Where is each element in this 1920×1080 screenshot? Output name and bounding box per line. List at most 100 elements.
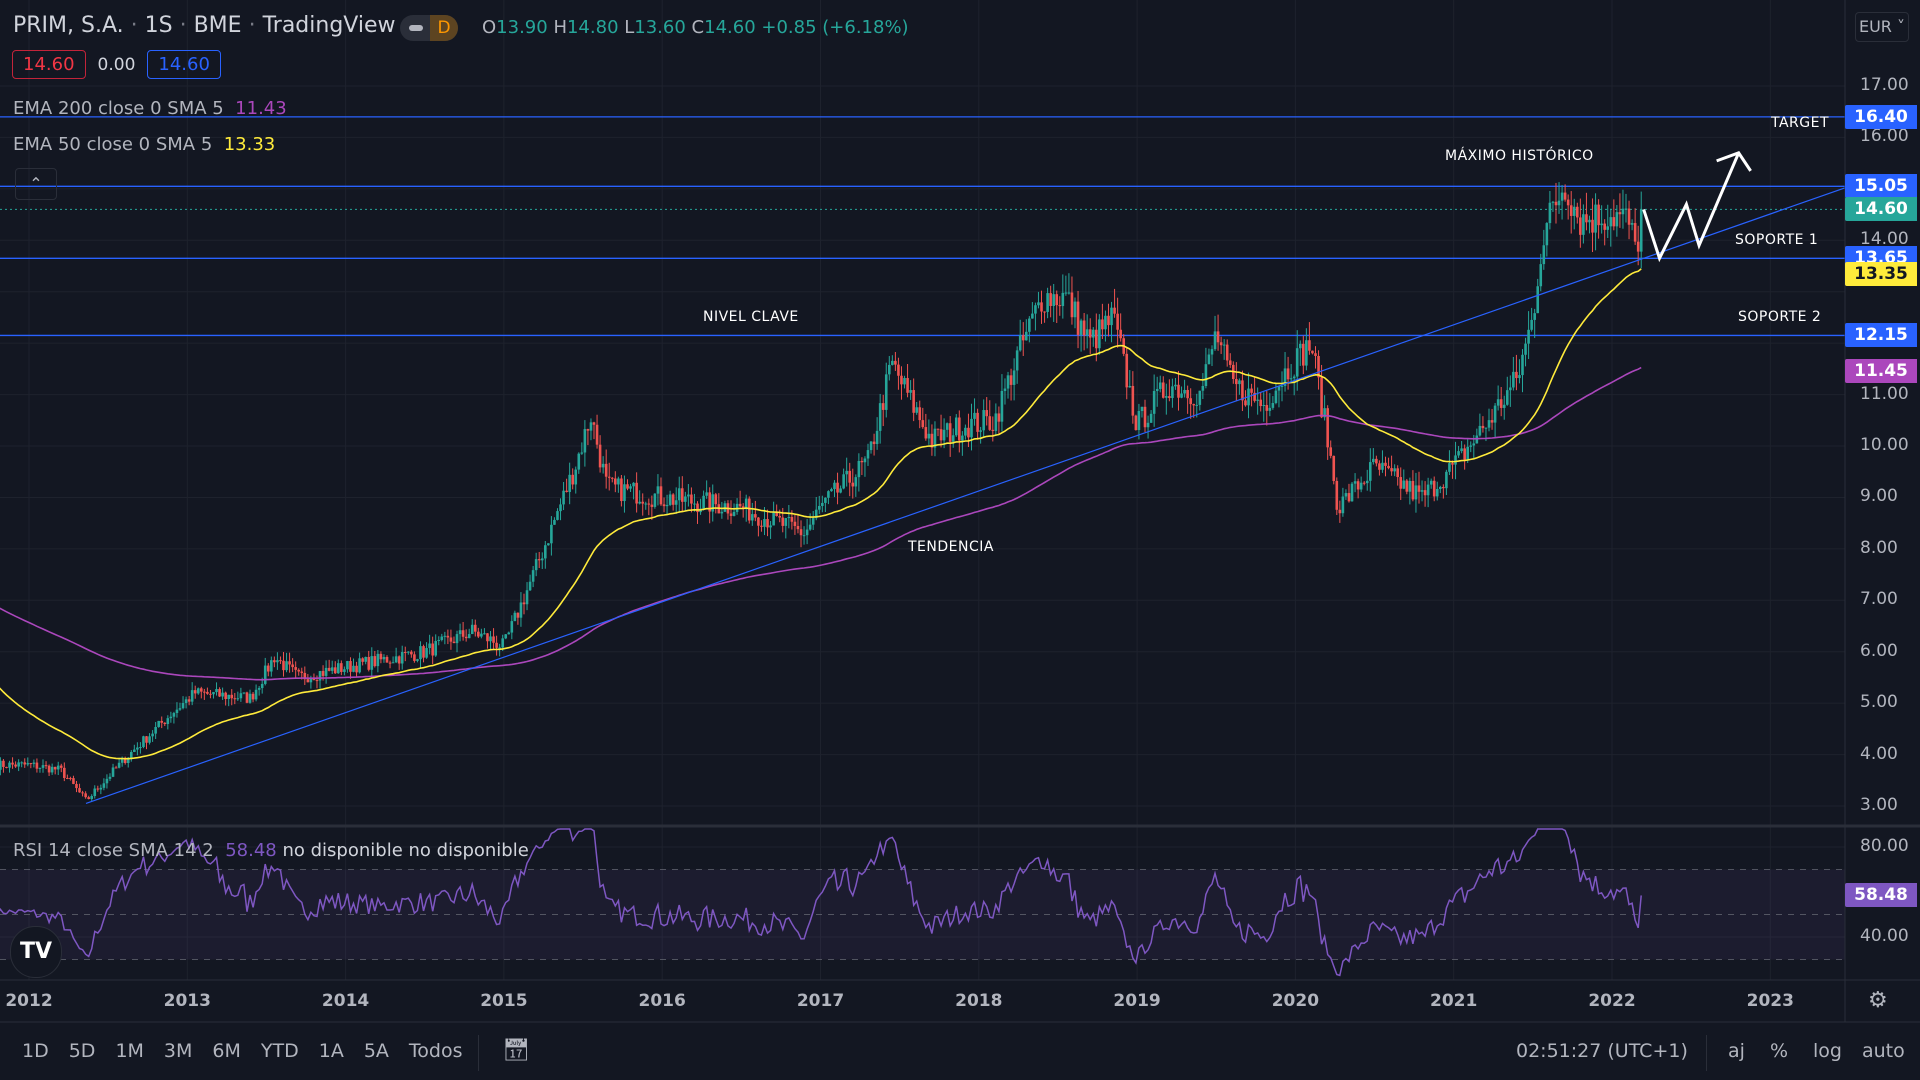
candle-body (306, 679, 310, 683)
ema200-legend[interactable]: EMA 200 close 0 SMA 5 11.43 (13, 98, 287, 119)
candle (1439, 485, 1442, 494)
sell-button[interactable]: 14.60 (12, 50, 86, 79)
candle-body (924, 427, 928, 439)
candle (662, 497, 666, 513)
candle (355, 661, 358, 678)
horizontal-levels[interactable] (0, 116, 1845, 337)
annotation-support-2[interactable]: SOPORTE 2 (1738, 309, 1822, 326)
clock-timezone[interactable]: 02:51:27 (UTC+1) (1516, 1040, 1688, 1062)
candle (729, 500, 733, 524)
candle (266, 663, 270, 677)
projection-arrow[interactable] (1642, 151, 1752, 263)
candle-body (1329, 447, 1333, 456)
range-3m[interactable]: 3M (163, 1040, 193, 1062)
candle-body (483, 633, 486, 635)
candle-body (1021, 335, 1025, 341)
market-status-toggle[interactable]: D (400, 15, 458, 41)
candle (720, 501, 724, 519)
candle (1244, 390, 1247, 407)
candle (273, 656, 276, 668)
range-ytd[interactable]: YTD (260, 1040, 299, 1062)
candle-body (178, 708, 182, 710)
candle (1161, 376, 1165, 399)
candle (1624, 193, 1628, 223)
settings-gear-icon[interactable]: ⚙ (1868, 988, 1888, 1013)
candle-body (571, 474, 574, 485)
candle-body (346, 661, 349, 670)
annotation-trend[interactable]: TENDENCIA (908, 538, 994, 555)
candle-body (486, 633, 489, 642)
percent-scale-toggle[interactable]: % (1770, 1040, 1789, 1062)
candle (1210, 345, 1214, 367)
candle (333, 661, 337, 674)
symbol-title[interactable]: PRIM, S.A. · 1S · BME · TradingView (13, 13, 396, 38)
candle-body (63, 767, 66, 778)
candle-body (1566, 199, 1570, 206)
trendline[interactable] (85, 185, 1850, 805)
candle-body (291, 664, 294, 668)
candle-body (912, 390, 915, 413)
range-1a[interactable]: 1A (318, 1040, 344, 1062)
candle-body (540, 558, 544, 561)
candle-body (501, 638, 504, 648)
candle (41, 759, 45, 773)
candle (1259, 392, 1262, 412)
candle-body (251, 693, 255, 700)
currency-dropdown[interactable]: EUR ˅ (1855, 12, 1909, 42)
price-tick: 16.00 (1860, 126, 1909, 147)
go-to-date-calendar-icon[interactable]: 📅︎ (502, 1038, 530, 1063)
candle-body (964, 427, 967, 436)
candle (1277, 386, 1281, 408)
range-5a[interactable]: 5A (363, 1040, 389, 1062)
toolbar-divider (478, 1035, 479, 1071)
candle-body (1143, 406, 1147, 428)
candle (440, 633, 444, 642)
candle (705, 480, 708, 499)
candle-body (1140, 406, 1144, 412)
candle-body (151, 733, 154, 737)
ema50-legend[interactable]: EMA 50 close 0 SMA 5 13.33 (13, 134, 276, 155)
candle (677, 476, 681, 513)
ohlc-readout: O13.90 H14.80 L13.60 C14.60 +0.85 (+6.18… (482, 17, 909, 38)
annotation-target[interactable]: TARGET (1771, 114, 1830, 131)
range-5d[interactable]: 5D (68, 1040, 96, 1062)
candle (973, 398, 976, 426)
candle (531, 565, 535, 588)
candle-body (1627, 208, 1631, 225)
price-tag-last: 14.60 (1845, 197, 1917, 222)
candle (1594, 193, 1597, 251)
buy-button[interactable]: 14.60 (147, 50, 221, 79)
candle (525, 582, 529, 611)
candle-body (72, 778, 75, 784)
candle-body (1509, 387, 1512, 391)
annotation-all-time-high[interactable]: MÁXIMO HISTÓRICO (1445, 148, 1594, 165)
range-1d[interactable]: 1D (22, 1040, 49, 1062)
range-all[interactable]: Todos (408, 1040, 463, 1062)
range-1m[interactable]: 1M (115, 1040, 144, 1062)
candle-body (120, 757, 124, 763)
candle (601, 456, 605, 474)
candle-body (814, 509, 818, 519)
candle (163, 722, 167, 727)
candle-body (732, 511, 736, 516)
auto-scale-toggle[interactable]: auto (1862, 1040, 1905, 1062)
rsi-legend[interactable]: RSI 14 close SMA 14 2 58.48 no disponibl… (13, 840, 529, 861)
tradingview-logo[interactable]: TV (10, 926, 62, 978)
candle-body (565, 490, 568, 492)
collapse-legend-button[interactable]: ⌃ (15, 168, 57, 200)
log-scale-toggle[interactable]: log (1813, 1040, 1842, 1062)
annotation-support-1[interactable]: SOPORTE 1 (1735, 232, 1819, 249)
candle-body (1353, 481, 1357, 484)
candle (1451, 460, 1454, 479)
annotation-key-level[interactable]: NIVEL CLAVE (703, 309, 799, 326)
adjust-toggle[interactable]: aj (1728, 1040, 1745, 1062)
candle (431, 636, 434, 665)
candle-body (282, 660, 285, 671)
candle (416, 658, 419, 663)
candle (860, 457, 864, 476)
candle-body (1600, 223, 1603, 226)
range-6m[interactable]: 6M (212, 1040, 241, 1062)
candle-body (1636, 241, 1640, 252)
candle (1076, 290, 1080, 349)
